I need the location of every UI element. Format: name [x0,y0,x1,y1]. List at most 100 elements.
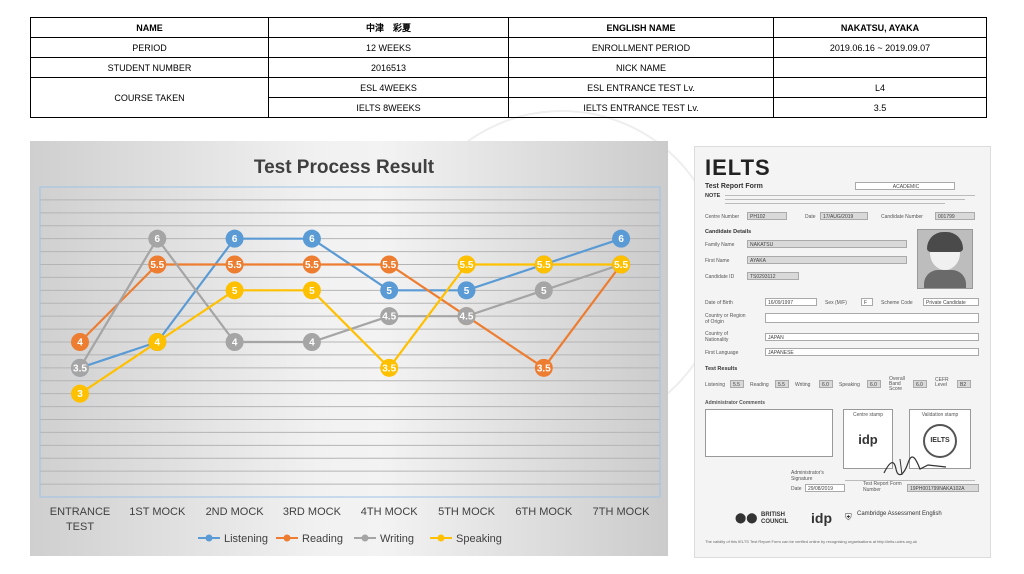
english-name-label: ENGLISH NAME [508,17,774,38]
legend-marker-speaking [437,534,445,542]
plot-area [39,186,661,498]
data-point-speaking [225,281,244,300]
ielts-test-label: IELTS ENTRANCE TEST Lv. [508,97,774,118]
student-info-table: NAME 中津 彩夏 ENGLISH NAME NAKATSU, AYAKA P… [30,17,987,118]
data-label-writing: 4 [232,338,238,349]
overall-label: Overall Band Score [889,376,905,392]
data-label-speaking: 4 [155,338,161,349]
ielts-test-value: 3.5 [773,97,987,118]
data-label-writing: 6 [155,234,161,245]
candidate-id-label: Candidate ID [705,274,735,280]
x-tick-label: ENTRANCE [50,506,111,518]
cambridge-shield-icon: ⛨ [845,512,852,522]
listening-score: 5.5 [730,380,744,388]
signature [883,456,947,476]
data-label-listening: 5 [386,286,392,297]
admin-comments-box [705,409,833,457]
ielts-stamp: IELTS [923,424,957,458]
date2: 29/08/2019 [805,484,845,492]
date-label: Date [805,214,816,220]
table-row: COURSE TAKEN ESL 4WEEKS ESL ENTRANCE TES… [30,77,987,118]
data-label-reading: 5.5 [150,260,164,271]
x-tick-label: 7TH MOCK [593,506,651,518]
legend-marker-reading [283,534,291,542]
date2-label: Date [791,486,802,492]
data-label-speaking: 5.5 [460,260,474,271]
data-label-writing: 5 [541,286,547,297]
data-label-writing: 4.5 [460,312,474,323]
first-name: AYAKA [747,256,907,264]
candidate-number-label: Candidate Number [881,214,923,220]
data-point-reading [302,255,321,274]
enrollment-period-label: ENROLLMENT PERIOD [508,37,774,58]
data-point-writing [380,307,399,326]
data-label-listening: 6 [618,234,624,245]
candidate-photo [917,229,973,289]
chart-title: Test Process Result [254,157,435,178]
data-point-listening [380,281,399,300]
centre-number: PH102 [747,212,787,220]
legend-label-writing: Writing [380,533,414,545]
data-point-speaking [71,384,89,403]
test-results-heading: Test Results [705,366,738,372]
data-point-reading [380,255,399,274]
data-point-listening [302,229,321,248]
data-point-writing [148,229,167,248]
chart-panel: Test Process Result 3.5 4 6 6 5 5 5.5 6 4 5.5 5.5 5… [30,141,668,556]
data-point-speaking [612,255,631,274]
first-language: JAPANESE [765,348,979,356]
series-line-speaking [79,263,622,395]
legend-label-speaking: Speaking [456,533,502,545]
data-label-reading: 3.5 [537,363,551,374]
table-row: NAME 中津 彩夏 ENGLISH NAME NAKATSU, AYAKA [30,17,987,38]
name-label: NAME [30,17,269,38]
data-point-writing [534,281,553,300]
data-point-speaking [534,255,553,274]
validation-stamp-box: Validation stamp IELTS [909,409,971,469]
country-region-label: Country or Region of Origin [705,313,746,325]
data-label-speaking: 3 [77,389,83,400]
british-council-logo: BRITISH COUNCIL [761,512,789,525]
cambridge-logo: Cambridge Assessment English [857,511,942,517]
country-region-box [765,313,979,323]
note-lines [725,195,975,204]
course-esl: ESL 4WEEKS [268,77,509,98]
data-point-reading [225,255,244,274]
data-label-speaking: 5 [232,286,238,297]
series-line-reading [79,263,622,370]
validation-stamp-label: Validation stamp [921,412,959,418]
name-value: 中津 彩夏 [268,17,509,38]
data-label-speaking: 5 [309,286,315,297]
table-row: IELTS 8WEEKS IELTS ENTRANCE TEST Lv. 3.5 [31,97,987,118]
legend-marker-listening [205,534,213,542]
data-point-speaking [457,255,476,274]
course-taken-label: COURSE TAKEN [30,77,269,118]
data-point-speaking [148,333,167,351]
scheme: Private Candidate [923,298,979,306]
candidate-id: TS0293112 [747,272,799,280]
chart-grid [40,186,660,498]
table-row: STUDENT NUMBER 2016513 NICK NAME [30,57,987,78]
esl-test-value: L4 [773,77,987,98]
esl-test-label: ESL ENTRANCE TEST Lv. [508,77,774,98]
centre-number-label: Centre Number [705,214,740,220]
data-label-listening: 5 [464,286,470,297]
data-point-speaking [380,358,399,377]
signature-line [845,480,975,481]
data-label-speaking: 5.5 [614,260,628,271]
ielts-logo: IELTS [705,155,771,180]
centre-stamp-label: Centre stamp [852,412,883,418]
x-tick-label: 2ND MOCK [206,506,265,518]
x-axis-labels: ENTRANCE TEST 1ST MOCK 2ND MOCK 3RD MOCK 4TH … [50,506,650,533]
enrollment-period-value: 2019.06.16 ~ 2019.09.07 [773,37,987,58]
legend-marker-writing [361,534,369,542]
listening-label: Listening [705,382,726,388]
dob: 16/09/1997 [765,298,817,306]
family-name: NAKATSU [747,240,907,248]
data-point-writing [71,358,89,377]
admin-comments-label: Administrator Comments [705,400,766,406]
module-box: ACADEMIC [855,182,955,190]
dob-label: Date of Birth [705,300,733,306]
family-name-label: Family Name [705,242,735,248]
data-point-speaking [302,281,321,300]
